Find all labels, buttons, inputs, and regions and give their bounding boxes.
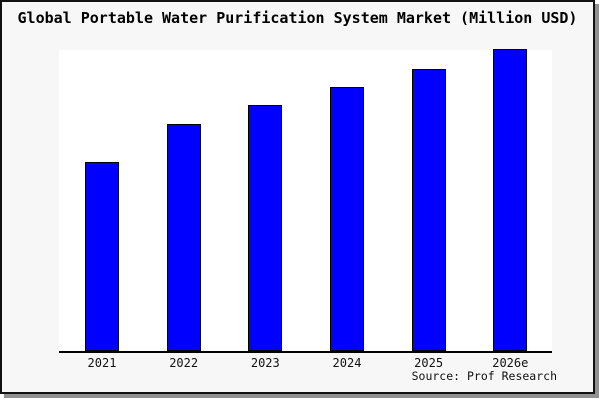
chart-title: Global Portable Water Purification Syste… [17, 9, 578, 27]
bar [85, 161, 119, 351]
x-tick-label: 2021 [87, 356, 117, 370]
x-tick-label: 2026e [492, 356, 529, 370]
x-tick-label: 2022 [169, 356, 199, 370]
x-tick-label: 2023 [250, 356, 280, 370]
x-tick-label: 2025 [414, 356, 444, 370]
bar [248, 104, 283, 351]
x-tick-label: 2024 [332, 356, 362, 370]
bar [411, 68, 446, 351]
plot-area [59, 49, 552, 353]
bar [493, 49, 528, 351]
bar [329, 87, 364, 351]
chart-frame: Global Portable Water Purification Syste… [0, 0, 595, 394]
bar [166, 123, 201, 351]
source-credit: Source: Prof Research [411, 369, 557, 383]
x-labels: 2021 2022 2023 2024 2025 2026e [2, 2, 593, 392]
